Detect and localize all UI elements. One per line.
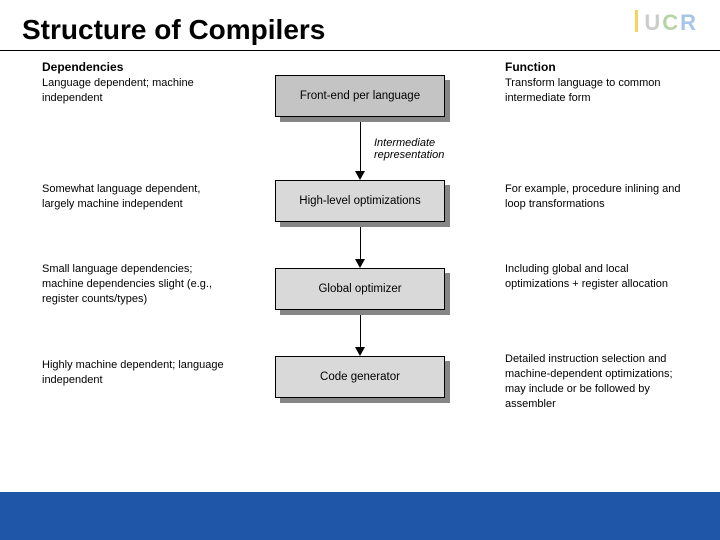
function-text: Transform language to common intermediat…: [505, 76, 695, 106]
function-text: For example, procedure inlining and loop…: [505, 182, 695, 212]
box-label: Front-end per language: [275, 75, 445, 117]
page-title: Structure of Compilers: [22, 14, 325, 46]
dependencies-header: Dependencies: [42, 60, 123, 74]
ucr-logo: UCR: [635, 10, 698, 36]
function-text: Including global and local optimizations…: [505, 262, 695, 292]
title-underline: [0, 50, 720, 51]
box-frontend: Front-end per language: [275, 75, 445, 117]
box-codegen: Code generator: [275, 356, 445, 398]
arrow-line: [360, 315, 362, 348]
footer-bar: [0, 492, 720, 540]
box-label: Global optimizer: [275, 268, 445, 310]
function-header: Function: [505, 60, 556, 74]
arrow-line: [360, 122, 362, 172]
dependency-text: Small language dependencies; machine dep…: [42, 262, 232, 307]
arrow-line: [360, 227, 362, 260]
logo-letter: C: [662, 10, 680, 36]
logo-letter: R: [680, 10, 698, 36]
logo-letters: UCR: [644, 10, 698, 36]
dependency-text: Language dependent; machine independent: [42, 76, 232, 106]
edge-label: Intermediate representation: [374, 137, 494, 161]
box-label: Code generator: [275, 356, 445, 398]
box-global: Global optimizer: [275, 268, 445, 310]
logo-bar: [635, 10, 638, 32]
arrow-head-icon: [355, 347, 365, 356]
logo-letter: U: [644, 10, 662, 36]
box-label: High-level optimizations: [275, 180, 445, 222]
slide: Structure of Compilers UCR Dependencies …: [0, 0, 720, 540]
dependency-text: Somewhat language dependent, largely mac…: [42, 182, 232, 212]
arrow-head-icon: [355, 259, 365, 268]
arrow-head-icon: [355, 171, 365, 180]
dependency-text: Highly machine dependent; language indep…: [42, 358, 232, 388]
box-highlevel: High-level optimizations: [275, 180, 445, 222]
function-text: Detailed instruction selection and machi…: [505, 352, 695, 411]
